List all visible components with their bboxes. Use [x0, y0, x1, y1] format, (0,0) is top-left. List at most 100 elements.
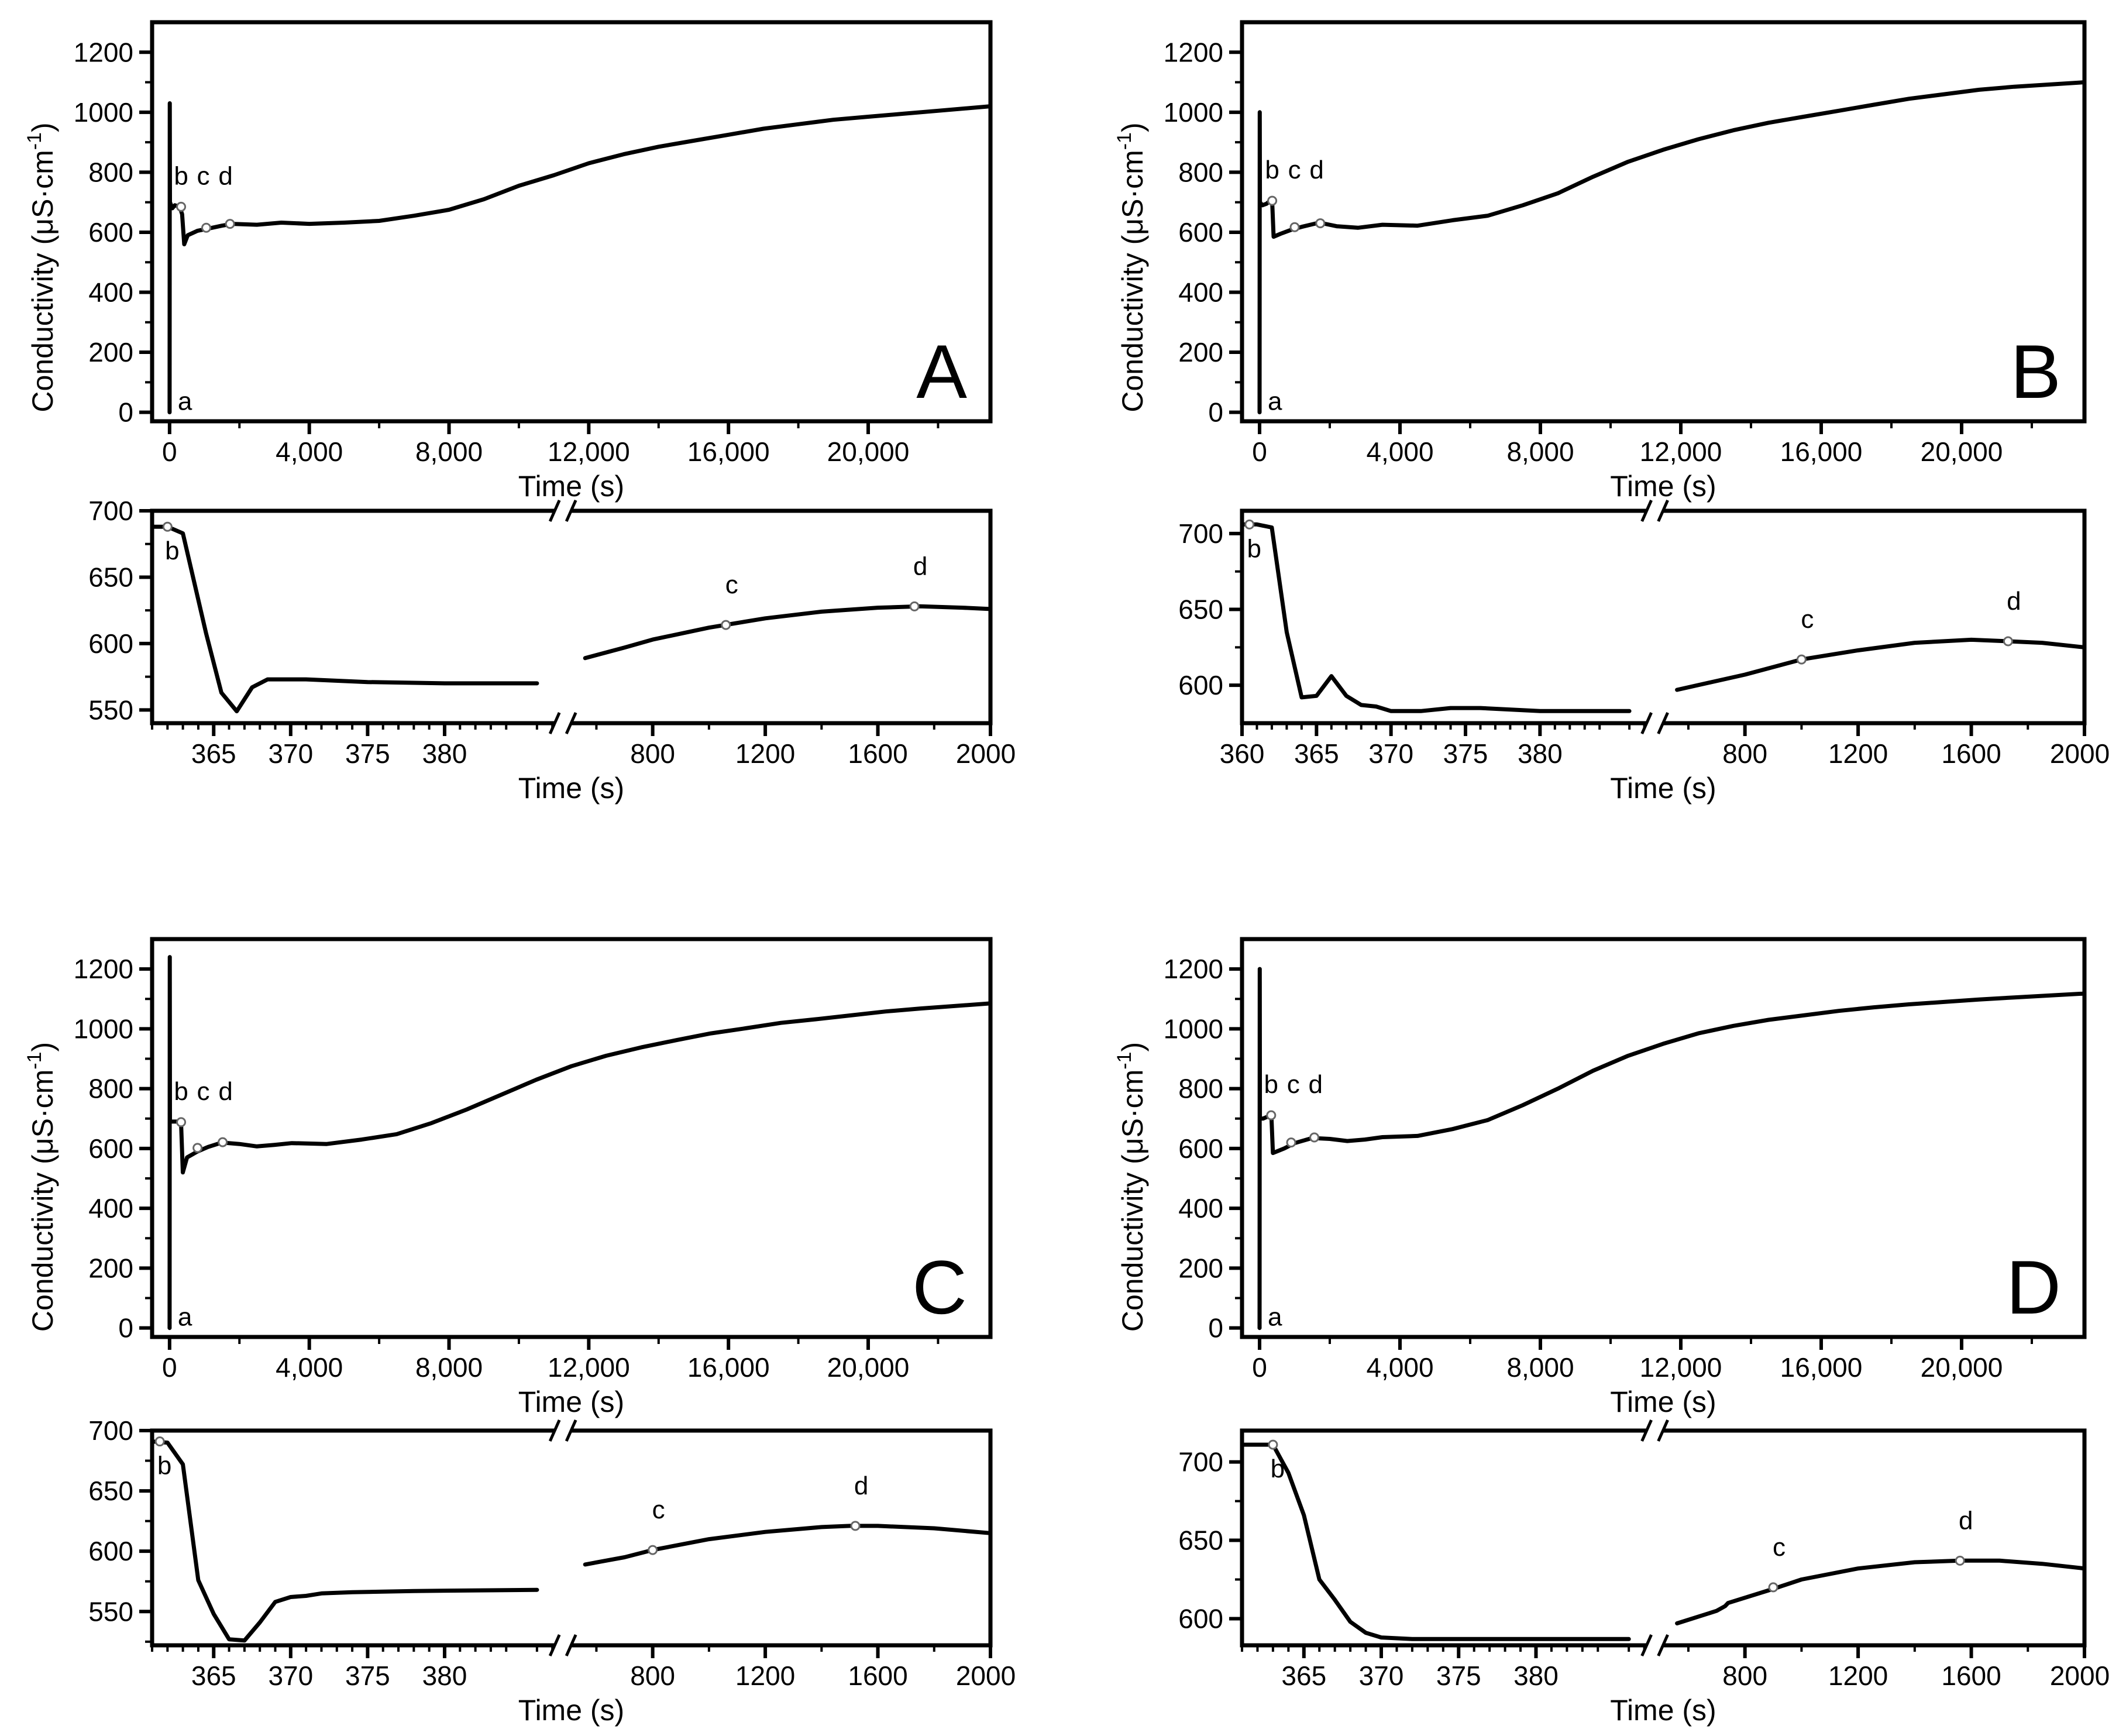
panel-letter: D [2006, 1245, 2061, 1330]
detail-point-label-c: c [1773, 1533, 1786, 1562]
x-tick-label: 12,000 [1640, 1352, 1722, 1383]
detail-y-tick-label: 550 [88, 1596, 133, 1627]
axis-break-slash [565, 711, 577, 735]
detail-y-tick-label: 700 [1178, 518, 1223, 549]
y-axis-label: Conductivity (μS·cm-1) [1113, 1042, 1149, 1332]
y-tick-label: 1000 [74, 1013, 133, 1044]
axis-break-slash [1657, 1419, 1669, 1442]
axis-break-gap [555, 717, 572, 729]
point-label-a: a [178, 387, 192, 416]
detail-y-tick-label: 700 [88, 496, 133, 526]
point-label-a: a [1268, 1303, 1282, 1332]
axis-break-slash [565, 499, 577, 522]
y-tick-label: 0 [118, 1313, 133, 1343]
point-label-d: d [1309, 1070, 1323, 1099]
x-tick-label: 4,000 [1366, 1352, 1433, 1383]
y-axis-label-superscript: -1 [23, 1052, 46, 1070]
x-tick-label: 16,000 [687, 1352, 770, 1383]
detail-plot-frame [150, 508, 993, 726]
y-axis-label-main: Conductivity (μS·cm [26, 1070, 59, 1332]
detail-x-axis-label: Time (s) [518, 772, 624, 805]
panel-letter: C [912, 1245, 967, 1330]
detail-point-marker-b [1244, 519, 1255, 530]
detail-x-tick-label: 380 [422, 738, 467, 769]
axis-break-slash [548, 1634, 561, 1657]
y-tick-label: 800 [88, 157, 133, 187]
y-tick-label: 1200 [74, 954, 133, 984]
detail-x-tick-label: 375 [1443, 738, 1488, 769]
y-tick-label: 400 [88, 277, 133, 308]
panel-d: 0 200 400 600 800 1000 1200 0 4,000 8,000 12,000 16… [1113, 937, 2110, 1727]
y-tick-label: 600 [1178, 1133, 1223, 1164]
axis-break-gap [555, 1425, 572, 1436]
point-label-c: c [197, 161, 210, 190]
detail-x-tick-label: 2000 [2050, 1661, 2110, 1691]
y-axis-label-main: Conductivity (μS·cm [1116, 1070, 1149, 1332]
point-label-a: a [1268, 387, 1282, 416]
y-tick-label: 1200 [74, 37, 133, 67]
point-label-b: b [174, 1077, 188, 1106]
detail-x-tick-label: 1600 [1941, 1661, 2001, 1691]
y-axis-label-close: ) [1116, 122, 1149, 132]
y-axis-label-main: Conductivity (μS·cm [26, 150, 59, 412]
y-tick-label: 400 [1178, 1193, 1223, 1223]
detail-curve-left [1240, 1442, 1631, 1641]
detail-x-tick-label: 2000 [2050, 738, 2110, 769]
y-tick-label: 600 [88, 1133, 133, 1164]
point-marker-d [218, 1137, 228, 1147]
detail-y-tick-label: 700 [88, 1415, 133, 1446]
point-label-d: d [218, 1077, 232, 1106]
axis-break-slash [1657, 1634, 1669, 1657]
x-tick-label: 20,000 [1921, 1352, 2003, 1383]
y-axis-label: Conductivity (μS·cm-1) [23, 122, 59, 412]
detail-plot-frame [1240, 1428, 2087, 1648]
detail-x-tick-label: 1200 [735, 1661, 795, 1691]
point-marker-b [1266, 1110, 1277, 1120]
axis-break-slash [1657, 499, 1669, 522]
detail-point-marker-d [1955, 1555, 1965, 1566]
y-tick-label: 800 [1178, 1074, 1223, 1104]
detail-point-label-b: b [1247, 534, 1261, 563]
y-axis-label-superscript: -1 [23, 132, 46, 150]
panel-c: 0 200 400 600 800 1000 1200 0 4,000 8,000 12,000 16… [23, 937, 1016, 1727]
point-label-d: d [218, 161, 232, 190]
axis-break-slash [548, 711, 561, 735]
detail-point-label-d: d [854, 1472, 868, 1500]
detail-x-tick-label: 380 [1513, 1661, 1559, 1691]
y-axis-label-main: Conductivity (μS·cm [1116, 150, 1149, 412]
detail-x-tick-label: 365 [1281, 1661, 1326, 1691]
detail-point-label-d: d [913, 552, 927, 580]
detail-x-tick-label: 375 [345, 1661, 390, 1691]
point-marker-c [1289, 222, 1300, 232]
axis-break-slash [548, 499, 561, 522]
detail-x-tick-label: 1600 [848, 1661, 907, 1691]
y-tick-label: 1200 [1164, 37, 1223, 67]
point-marker-b [176, 1117, 187, 1127]
detail-point-marker-c [1768, 1582, 1778, 1593]
conductivity-curve [1257, 967, 2087, 1331]
detail-x-tick-label: 370 [268, 738, 313, 769]
main-plot-frame [1240, 937, 2087, 1339]
point-label-d: d [1309, 156, 1323, 184]
detail-y-tick-label: 600 [88, 628, 133, 659]
y-tick-label: 200 [88, 337, 133, 367]
axis-break-gap [1646, 1639, 1663, 1651]
x-tick-label: 8,000 [1506, 1352, 1574, 1383]
detail-point-label-d: d [2007, 587, 2021, 616]
detail-y-tick-label: 700 [1178, 1447, 1223, 1477]
x-tick-label: 8,000 [415, 436, 483, 467]
detail-x-tick-label: 800 [1722, 1661, 1767, 1691]
point-marker-b [176, 201, 187, 212]
detail-x-tick-label: 380 [1518, 738, 1563, 769]
y-tick-label: 400 [1178, 277, 1223, 308]
detail-x-tick-label: 2000 [956, 738, 1016, 769]
x-tick-label: 12,000 [1640, 436, 1722, 467]
detail-x-tick-label: 1600 [848, 738, 907, 769]
y-axis-label: Conductivity (μS·cm-1) [1113, 122, 1149, 412]
x-tick-label: 4,000 [1366, 436, 1433, 467]
detail-point-label-b: b [157, 1452, 171, 1480]
main-plot-frame [150, 937, 993, 1339]
axis-break-slash [1640, 499, 1653, 522]
axis-break-gap [555, 505, 572, 517]
